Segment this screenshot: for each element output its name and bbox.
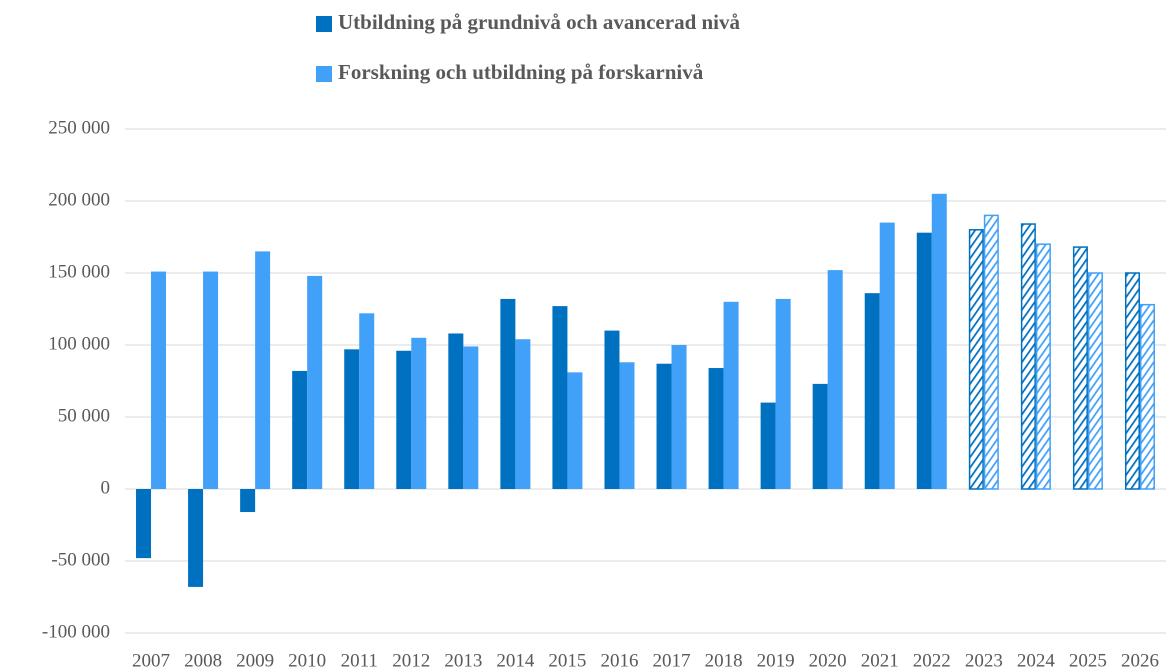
- y-tick-label: -100 000: [42, 621, 110, 642]
- x-tick-label: 2008: [184, 650, 222, 671]
- x-tick-label: 2023: [965, 650, 1003, 671]
- bar: [1124, 272, 1140, 490]
- legend-swatch: [316, 66, 332, 82]
- y-tick-label: 150 000: [48, 261, 110, 282]
- bar: [879, 222, 895, 489]
- bar: [1035, 243, 1051, 490]
- x-tick-label: 2024: [1017, 650, 1056, 671]
- bar: [604, 330, 620, 489]
- x-tick-label: 2022: [913, 650, 951, 671]
- bar: [983, 214, 999, 490]
- x-tick-label: 2018: [705, 650, 743, 671]
- y-tick-label: 50 000: [58, 405, 110, 426]
- bar: [931, 193, 947, 490]
- x-tick-label: 2026: [1121, 650, 1159, 671]
- x-tick-label: 2015: [548, 650, 586, 671]
- bar: [203, 271, 219, 489]
- x-tick-label: 2016: [600, 650, 638, 671]
- bar: [723, 301, 739, 489]
- bar: [812, 383, 828, 489]
- x-tick-label: 2025: [1069, 650, 1107, 671]
- bar: [448, 333, 464, 489]
- x-tick-label: 2020: [809, 650, 847, 671]
- x-tick-label: 2010: [288, 650, 326, 671]
- legend-label: Forskning och utbildning på forskarnivå: [338, 60, 704, 84]
- bar: [775, 298, 791, 489]
- bar: [500, 298, 516, 489]
- bar: [760, 402, 776, 489]
- x-tick-label: 2007: [132, 650, 170, 671]
- bar: [292, 370, 308, 489]
- x-tick-label: 2012: [392, 650, 430, 671]
- x-tick-label: 2017: [653, 650, 691, 671]
- bar: [708, 368, 724, 489]
- y-tick-label: -50 000: [51, 549, 110, 570]
- bar: [656, 363, 672, 489]
- bar: [864, 293, 880, 489]
- bar: [344, 349, 360, 489]
- y-tick-label: 250 000: [48, 117, 110, 138]
- bar: [1139, 303, 1155, 490]
- bar: [411, 337, 427, 489]
- bar: [255, 251, 271, 489]
- bar: [396, 350, 412, 489]
- bar: [240, 489, 256, 513]
- x-tick-label: 2013: [444, 650, 482, 671]
- y-tick-label: 0: [101, 477, 111, 498]
- legend-swatch: [316, 16, 332, 32]
- bar: [359, 313, 375, 489]
- bar: [151, 271, 167, 489]
- x-tick-label: 2021: [861, 650, 899, 671]
- x-tick-label: 2019: [757, 650, 795, 671]
- bar: [671, 345, 687, 489]
- y-tick-label: 100 000: [48, 333, 110, 354]
- bar: [916, 232, 932, 489]
- x-tick-label: 2011: [341, 650, 378, 671]
- y-tick-label: 200 000: [48, 189, 110, 210]
- bar: [567, 372, 583, 489]
- x-tick-label: 2014: [496, 650, 535, 671]
- bar: [188, 489, 204, 587]
- x-tick-label: 2009: [236, 650, 274, 671]
- bar: [1072, 246, 1088, 490]
- bar: [968, 229, 984, 490]
- bar: [619, 362, 635, 489]
- bar: [515, 339, 531, 489]
- bar: [463, 346, 479, 489]
- bar: [552, 306, 568, 489]
- bar: [827, 270, 843, 489]
- bar: [1087, 272, 1103, 490]
- bar: [136, 489, 152, 559]
- bar: [1020, 223, 1036, 490]
- bar: [307, 275, 323, 489]
- legend-label: Utbildning på grundnivå och avancerad ni…: [338, 10, 741, 34]
